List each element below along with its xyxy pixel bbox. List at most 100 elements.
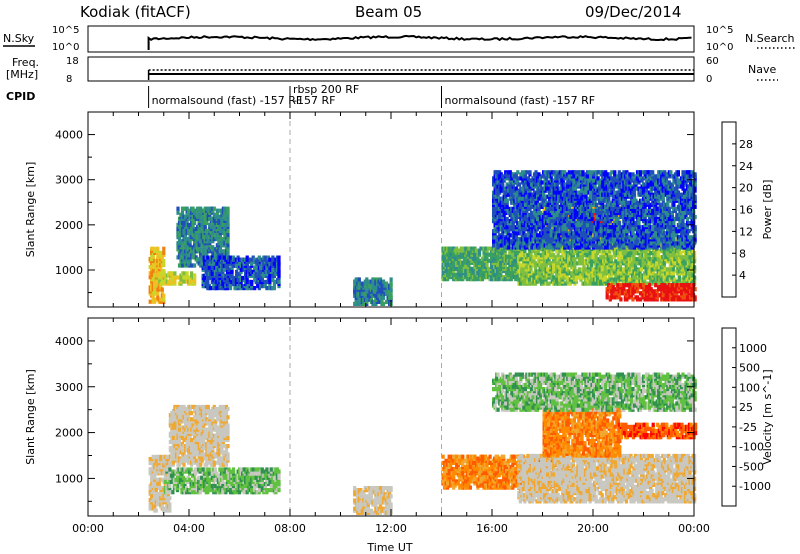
power-cell <box>661 293 665 298</box>
power-cell <box>214 233 218 238</box>
power-cell <box>611 285 615 290</box>
power-cell <box>524 265 528 270</box>
power-cell <box>564 263 568 268</box>
power-cell <box>188 243 192 248</box>
power-cell <box>226 216 230 221</box>
power-cell <box>508 170 512 175</box>
power-cell <box>665 271 669 276</box>
power-cell <box>534 170 538 175</box>
power-cell <box>658 265 662 270</box>
power-cell <box>639 297 643 302</box>
power-cell <box>206 279 210 285</box>
nsky-tick-top: 10^5 <box>52 25 79 36</box>
power-cell <box>520 253 524 258</box>
power-cell <box>635 257 639 262</box>
power-cell <box>518 263 522 268</box>
power-cell <box>612 265 616 270</box>
power-cell <box>217 218 221 223</box>
power-cell <box>594 253 598 258</box>
power-cell <box>556 253 560 258</box>
power-cell <box>658 259 662 264</box>
power-cell <box>627 253 631 258</box>
power-cell <box>516 176 520 181</box>
power-cell <box>676 253 680 258</box>
power-cell <box>511 227 515 232</box>
power-cell <box>156 246 160 251</box>
power-cell <box>467 262 471 267</box>
power-cell <box>191 206 195 211</box>
power-cell <box>447 246 451 251</box>
nsky-trace <box>147 34 692 50</box>
power-cell <box>491 252 495 257</box>
power-cell <box>206 255 210 260</box>
power-cell <box>544 255 548 260</box>
nsky-panel <box>87 25 695 53</box>
power-cell <box>541 279 545 284</box>
power-cell <box>215 286 219 291</box>
power-cell <box>179 249 183 254</box>
power-cell <box>644 253 648 258</box>
power-cell <box>213 255 217 260</box>
power-cell <box>365 277 369 282</box>
power-cell <box>203 224 207 229</box>
nsky-label: N.Sky <box>3 32 35 45</box>
power-cell <box>648 283 652 288</box>
freq-unit: [MHz] <box>6 68 38 81</box>
power-cell <box>185 271 189 276</box>
power-cell <box>505 225 509 230</box>
power-cell <box>493 272 497 278</box>
power-cell <box>211 239 215 244</box>
power-cell <box>693 265 697 270</box>
power-region-9 <box>605 283 697 302</box>
power-cell <box>647 269 651 274</box>
power-cell <box>552 253 556 258</box>
power-cell <box>250 279 254 285</box>
power-region-3 <box>201 255 281 291</box>
power-cell <box>627 251 631 256</box>
power-cell <box>573 257 577 262</box>
power-cell <box>542 174 546 179</box>
power-cell <box>540 186 544 191</box>
power-cell <box>496 245 500 250</box>
power-cell <box>621 251 625 256</box>
power-cell <box>541 247 545 252</box>
power-cell <box>546 219 550 224</box>
power-cell <box>523 233 527 238</box>
power-cell <box>516 245 520 250</box>
power-cell <box>618 255 622 260</box>
power-cell <box>658 249 662 254</box>
power-cell <box>529 253 533 258</box>
power-cell <box>253 286 257 291</box>
power-cell <box>528 170 532 175</box>
power-cell <box>625 297 629 302</box>
power-cell <box>173 277 177 282</box>
power-cell <box>180 210 185 215</box>
power-cell <box>365 297 369 302</box>
power-cell <box>226 228 230 234</box>
nsearch-label: N.Search <box>745 32 795 45</box>
power-cell <box>600 267 604 272</box>
power-cell <box>254 271 258 276</box>
power-cell <box>226 233 230 238</box>
power-cell <box>545 245 549 250</box>
power-cell <box>533 265 538 270</box>
cpid-label: CPID <box>6 90 35 103</box>
power-cell <box>522 241 526 246</box>
power-cell <box>548 245 552 250</box>
station-title: Kodiak (fitACF) <box>80 3 191 21</box>
power-cell <box>552 170 556 175</box>
power-cell <box>649 251 653 256</box>
power-cell <box>548 170 552 175</box>
power-cell <box>226 243 230 248</box>
power-cell <box>549 206 553 211</box>
power-cell <box>623 255 627 260</box>
power-cell <box>487 266 491 271</box>
power-cell <box>549 219 553 224</box>
power-cell <box>528 186 532 191</box>
power-cell <box>260 284 264 289</box>
power-cell <box>541 253 545 258</box>
power-cell <box>573 261 577 266</box>
power-cell <box>670 283 674 288</box>
power-cell <box>162 293 166 298</box>
power-cell <box>658 293 662 298</box>
